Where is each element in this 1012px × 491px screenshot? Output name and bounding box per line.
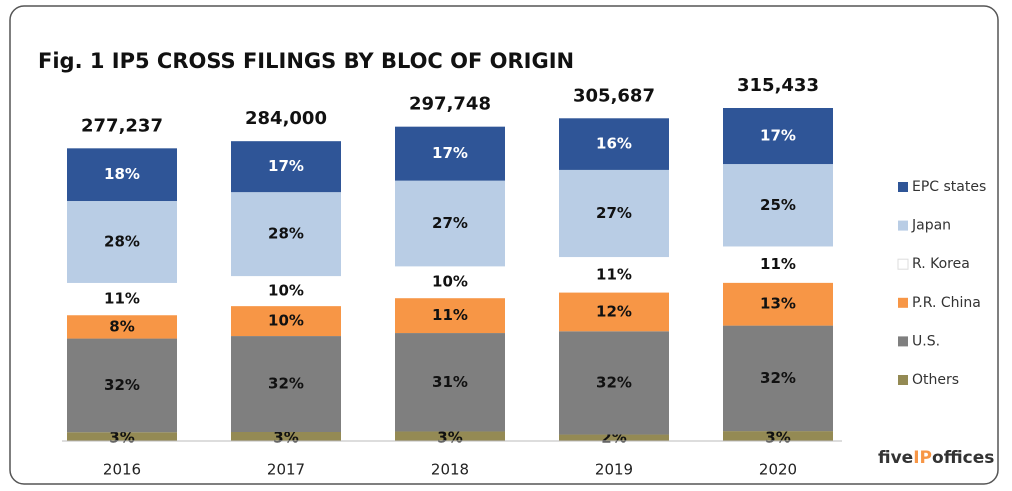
x-tick-label: 2017 (267, 461, 305, 479)
segment-label: 25% (760, 196, 796, 214)
segment-label: 32% (268, 375, 304, 393)
segment-label: 17% (268, 157, 304, 175)
segment-label: 16% (596, 135, 632, 153)
legend-label: Japan (911, 218, 951, 234)
segment-label: 32% (760, 369, 796, 387)
bar-segment (723, 108, 833, 165)
bar-segment (231, 432, 341, 441)
segment-label: 3% (109, 429, 134, 447)
bar-segment (67, 201, 177, 283)
segment-label: 10% (268, 312, 304, 330)
segment-label: 3% (437, 429, 462, 447)
bar-segment (723, 325, 833, 432)
segment-label: 10% (432, 273, 468, 291)
logo-part: IP (913, 448, 932, 468)
bar-segment (231, 306, 341, 337)
total-label: 284,000 (245, 108, 327, 129)
bar-segment (723, 246, 833, 283)
segment-label: 3% (765, 429, 790, 447)
segment-label: 28% (104, 232, 140, 250)
legend-swatch (897, 258, 909, 270)
segment-label: 27% (596, 204, 632, 222)
segment-label: 32% (596, 373, 632, 391)
legend-swatch (898, 182, 908, 192)
segment-label: 11% (432, 306, 468, 324)
bar-segment (67, 148, 177, 202)
segment-label: 31% (432, 373, 468, 391)
logo-part: five (878, 448, 913, 468)
segment-label: 28% (268, 225, 304, 243)
legend-label: R. Korea (912, 256, 970, 272)
bar-segment (559, 331, 669, 435)
bar-segment (723, 282, 833, 326)
segment-label: 17% (432, 144, 468, 162)
segment-label: 10% (268, 282, 304, 300)
segment-label: 11% (104, 290, 140, 308)
segment-label: 13% (760, 295, 796, 313)
bar-segment (67, 315, 177, 339)
logo-part: offices (932, 448, 994, 468)
total-label: 297,748 (409, 94, 491, 115)
segment-label: 27% (432, 214, 468, 232)
bar-segment (231, 336, 341, 433)
bar-segment (395, 298, 505, 334)
bar-segment (559, 169, 669, 258)
bar-segment (67, 432, 177, 441)
bar-segment (231, 141, 341, 193)
legend-label: EPC states (912, 179, 986, 195)
bar-segment (559, 292, 669, 332)
segment-label: 17% (760, 127, 796, 145)
segment-label: 18% (104, 165, 140, 183)
x-tick-label: 2016 (103, 461, 141, 479)
total-label: 305,687 (573, 85, 655, 106)
legend-label: P.R. China (912, 295, 981, 311)
segment-label: 8% (109, 317, 134, 335)
legend-swatch (898, 375, 908, 385)
bar-segment (231, 192, 341, 277)
bar-segment (559, 257, 669, 293)
x-tick-label: 2018 (431, 461, 469, 479)
segment-label: 11% (596, 265, 632, 283)
legend-label: Others (912, 372, 959, 388)
total-label: 315,433 (737, 75, 819, 96)
bar-segment (395, 266, 505, 299)
legend-swatch (898, 220, 908, 231)
x-tick-label: 2019 (595, 461, 633, 479)
bar-segment (395, 180, 505, 267)
legend-swatch (898, 336, 908, 347)
bar-segment (231, 276, 341, 307)
segment-label: 12% (596, 302, 632, 320)
segment-label: 11% (760, 255, 796, 273)
total-label: 277,237 (81, 115, 163, 136)
logo: fiveIPoffices (878, 448, 994, 468)
bar-segment (395, 126, 505, 181)
legend-label: U.S. (912, 333, 940, 349)
bar-segment (723, 164, 833, 247)
legend-swatch (898, 297, 908, 308)
bar-segment (67, 282, 177, 316)
segment-label: 32% (104, 376, 140, 394)
bar-segment (67, 338, 177, 433)
segment-label: 3% (273, 429, 298, 447)
x-tick-label: 2020 (759, 461, 797, 479)
bar-segment (395, 431, 505, 441)
bar-segment (723, 431, 833, 441)
bar-segment (395, 333, 505, 432)
bar-segment (559, 118, 669, 170)
chart-title: Fig. 1 IP5 CROSS FILINGS BY BLOC OF ORIG… (38, 49, 574, 73)
bar-segment (559, 434, 669, 441)
